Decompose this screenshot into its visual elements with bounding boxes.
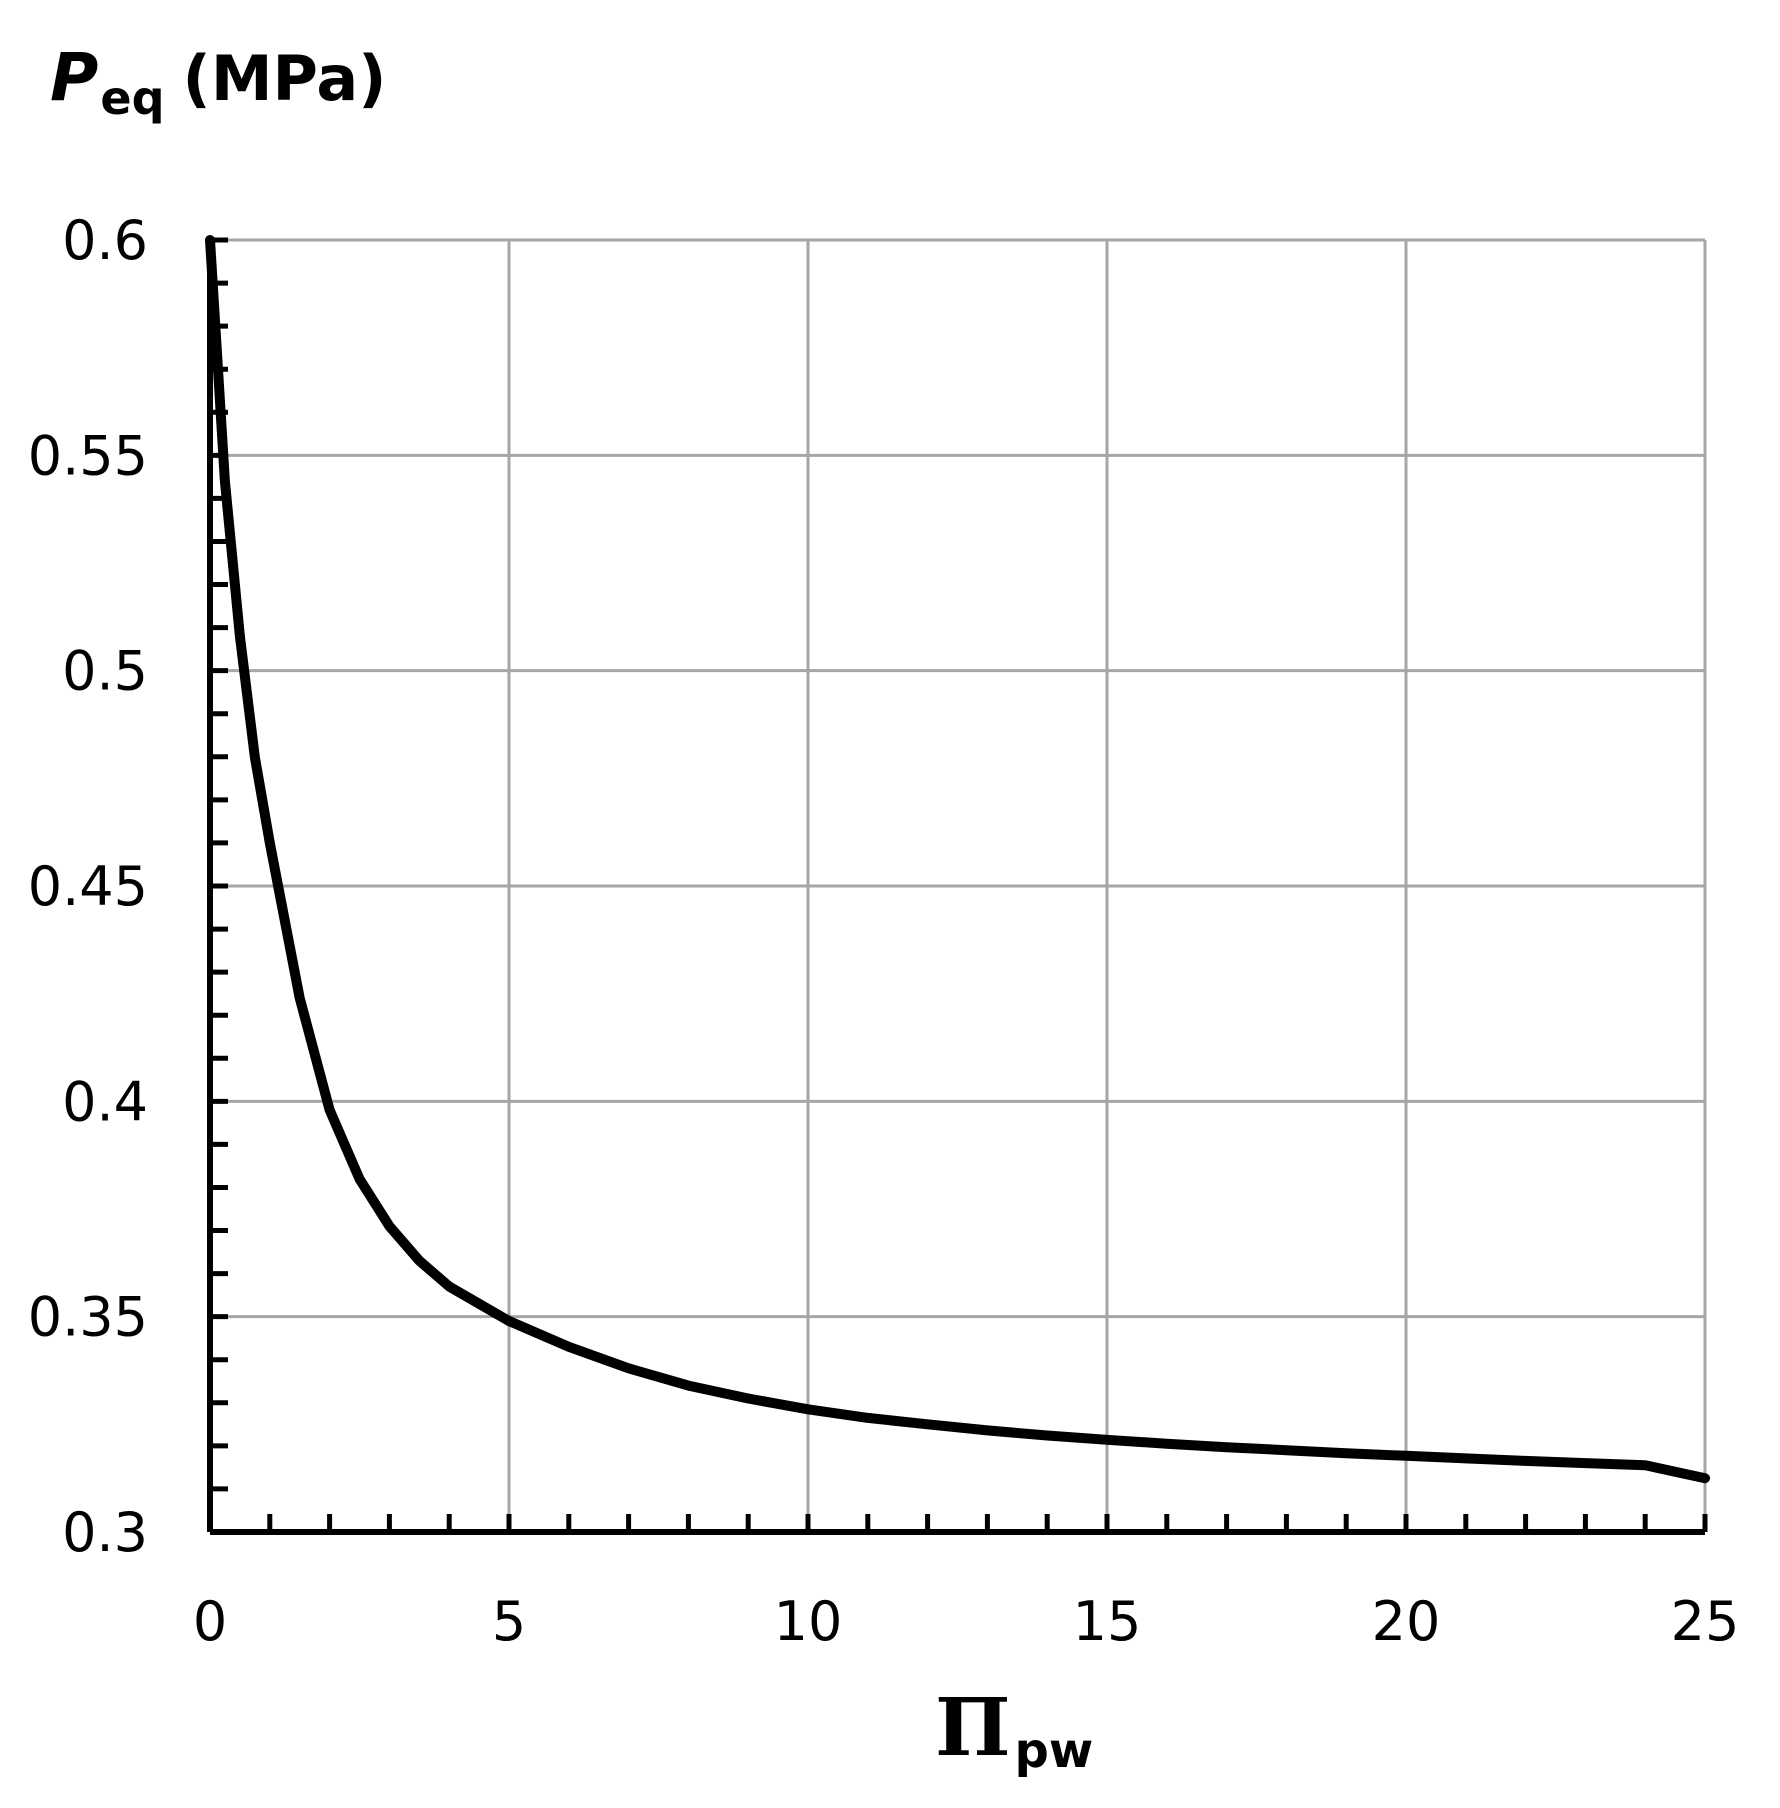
y-tick-label: 0.35 xyxy=(28,1286,148,1349)
x-tick-label: 15 xyxy=(1073,1590,1142,1653)
x-axis-label-subscript: pw xyxy=(1015,1723,1094,1779)
x-tick-label: 20 xyxy=(1372,1590,1441,1653)
x-tick-label: 10 xyxy=(774,1590,843,1653)
x-axis-label: Πpw xyxy=(935,1680,1093,1779)
y-tick-label: 0.4 xyxy=(62,1070,148,1133)
x-axis-label-symbol: Π xyxy=(935,1680,1011,1774)
y-tick-label: 0.3 xyxy=(62,1501,148,1564)
y-axis-label-symbol: P xyxy=(50,39,98,116)
x-tick-label: 0 xyxy=(193,1590,227,1653)
axes xyxy=(207,240,1705,1535)
series-group xyxy=(205,235,1710,1484)
x-tick-label: 25 xyxy=(1671,1590,1740,1653)
y-tick-label: 0.5 xyxy=(62,640,148,703)
y-axis-label-subscript: eq xyxy=(100,71,164,125)
series-line-0 xyxy=(205,235,1710,1484)
y-tick-label: 0.6 xyxy=(62,209,148,272)
y-axis-label: Peq (MPa) xyxy=(50,39,387,125)
y-axis-label-unit: (MPa) xyxy=(183,42,387,115)
x-tick-label: 5 xyxy=(492,1590,526,1653)
tick-labels: 0 5 10 15 20 25 0.3 0.35 0.4 0.45 0.5 0.55 0.6 xyxy=(28,209,1740,1653)
y-tick-label: 0.55 xyxy=(28,424,148,487)
y-tick-label: 0.45 xyxy=(28,855,148,918)
gridlines xyxy=(210,238,1707,1532)
